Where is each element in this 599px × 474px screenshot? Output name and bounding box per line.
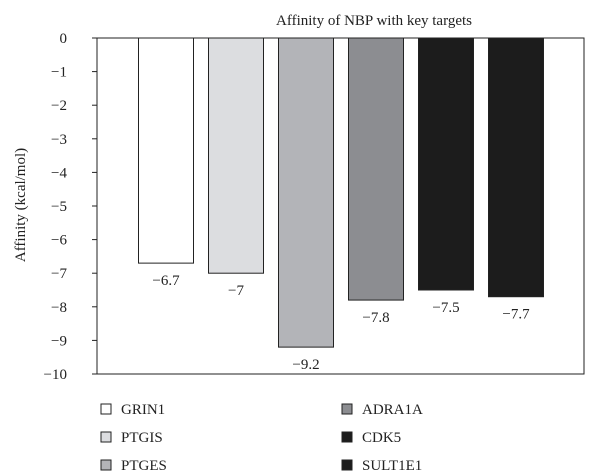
bars-group <box>138 37 544 348</box>
legend: GRIN1 PTGIS PTGES ADRA1A CDK5 SULT1E1 <box>100 402 423 474</box>
y-axis: 0 −1 −2 −3 −4 −5 −6 −7 −8 −9 −10 <box>44 31 97 383</box>
y-tick-label: −8 <box>51 300 67 316</box>
y-tick-label: −6 <box>51 233 67 249</box>
y-tick-label: 0 <box>60 31 68 47</box>
chart-title: Affinity of NBP with key targets <box>276 13 472 29</box>
legend-label-ptgis: PTGIS <box>121 430 163 446</box>
y-tick-label: −5 <box>51 199 67 215</box>
bar-sult1e1 <box>488 37 544 298</box>
legend-swatch-adra1a <box>341 403 353 415</box>
bar-grin1 <box>138 37 194 264</box>
data-labels-group: −6.7 −7 −9.2 −7.8 −7.5 −7.7 <box>152 273 530 373</box>
data-label-ptgis: −7 <box>228 283 244 299</box>
plot-frame <box>96 37 585 375</box>
legend-swatch-grin1 <box>100 403 112 415</box>
legend-label-ptges: PTGES <box>121 458 167 474</box>
legend-label-grin1: GRIN1 <box>121 402 165 418</box>
y-tick-label: −9 <box>51 333 67 349</box>
y-axis-title: Affinity (kcal/mol) <box>13 148 29 262</box>
legend-swatch-cdk5 <box>341 431 353 443</box>
data-label-cdk5: −7.5 <box>432 300 459 316</box>
legend-swatch-sult1e1 <box>341 459 353 471</box>
bar-ptgis <box>208 37 264 274</box>
legend-label-cdk5: CDK5 <box>362 430 401 446</box>
legend-label-adra1a: ADRA1A <box>362 402 423 418</box>
y-tick-label: −3 <box>51 132 67 148</box>
bar-ptges <box>278 37 334 348</box>
legend-swatch-ptges <box>100 459 112 471</box>
data-label-ptges: −9.2 <box>292 357 319 373</box>
data-label-sult1e1: −7.7 <box>502 307 530 323</box>
y-tick-label: −4 <box>51 165 67 181</box>
data-label-grin1: −6.7 <box>152 273 180 289</box>
y-tick-label: −10 <box>44 367 67 383</box>
legend-swatch-ptgis <box>100 431 112 443</box>
bar-cdk5 <box>418 37 474 291</box>
y-tick-label: −2 <box>51 98 67 114</box>
legend-label-sult1e1: SULT1E1 <box>362 458 422 474</box>
data-label-adra1a: −7.8 <box>362 310 389 326</box>
y-tick-label: −7 <box>51 266 67 282</box>
y-tick-label: −1 <box>51 65 67 81</box>
bar-adra1a <box>348 37 404 301</box>
